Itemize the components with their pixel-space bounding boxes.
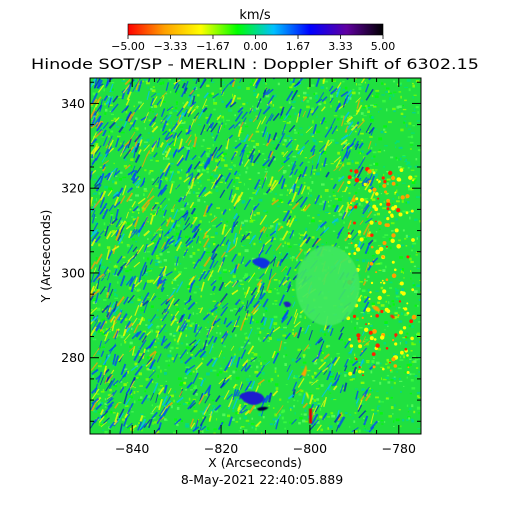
x-tick-label: −780	[382, 441, 416, 456]
doppler-features	[238, 245, 395, 424]
y-tick-label: 340	[61, 96, 85, 111]
colorbar-ticks: −5.00 −3.33 −1.67 0.00 1.67 3.33 5.00	[111, 35, 395, 53]
date-label: 8-May-2021 22:40:05.889	[181, 472, 343, 487]
x-tick-label: −840	[115, 441, 149, 456]
y-tick-label: 300	[61, 265, 85, 280]
y-tick-label: 320	[61, 181, 85, 196]
colorbar-tick-label: −3.33	[154, 40, 188, 53]
axes: −840 −820 −800 −780 280 300 320 340	[61, 78, 422, 456]
plot-title: Hinode SOT/SP - MERLIN : Doppler Shift o…	[31, 57, 479, 73]
x-tick-label: −800	[293, 441, 327, 456]
plot-frame	[89, 77, 422, 435]
colorbar-tick-label: −1.67	[196, 40, 230, 53]
y-axis-label: Y (Arcseconds)	[38, 210, 53, 304]
colorbar-tick-label: 1.67	[286, 40, 311, 53]
heatmap-background	[90, 78, 421, 434]
y-tick-label: 280	[61, 350, 85, 365]
doppler-texture	[90, 78, 421, 434]
colorbar-label: km/s	[239, 8, 271, 23]
colorbar	[127, 23, 384, 36]
x-tick-label: −820	[204, 441, 238, 456]
x-axis-label: X (Arcseconds)	[208, 455, 302, 470]
colorbar-tick-label: 5.00	[371, 40, 396, 53]
colorbar-tick-label: −5.00	[111, 40, 145, 53]
colorbar-tick-label: 3.33	[328, 40, 353, 53]
colorbar-tick-label: 0.00	[243, 40, 268, 53]
heatmap-image	[90, 78, 421, 434]
